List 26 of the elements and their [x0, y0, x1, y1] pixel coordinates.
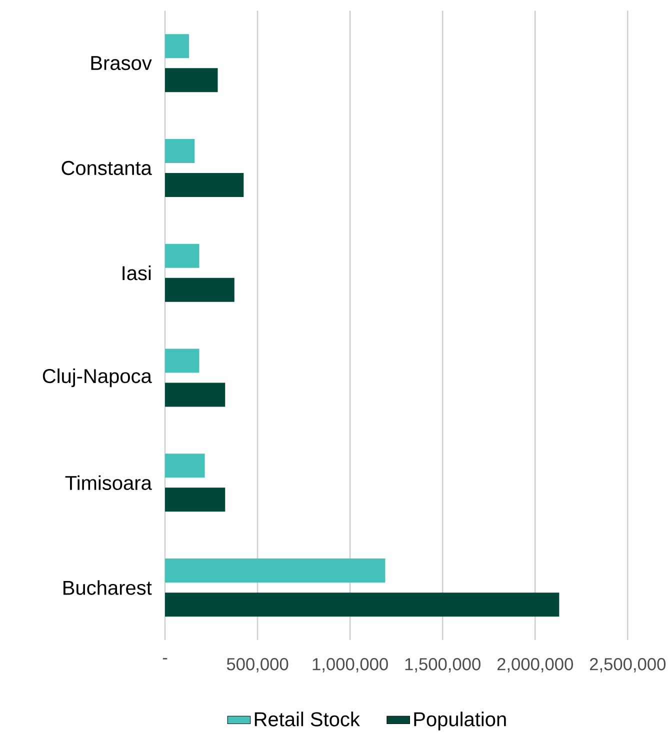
- x-tick-label: 500,000: [227, 658, 288, 672]
- y-tick-label: Cluj-Napoca: [43, 368, 152, 388]
- bar: [165, 592, 560, 617]
- bar: [165, 558, 386, 583]
- y-tick-label: Bucharest: [64, 580, 152, 595]
- bar: [165, 382, 226, 407]
- x-tick-label: 1,500,000: [406, 658, 481, 672]
- x-tick-label: -: [163, 658, 168, 660]
- bar: [165, 454, 205, 478]
- bar: [165, 173, 244, 198]
- bar: [165, 68, 218, 92]
- bar: [165, 488, 226, 512]
- x-tick-label: 1,000,000: [312, 658, 388, 672]
- x-tick-label: 2,500,000: [590, 658, 666, 672]
- x-tick-label: 2,000,000: [498, 658, 574, 672]
- y-tick-label: Brasov: [91, 56, 152, 70]
- legend-label: Population: [414, 712, 506, 730]
- y-tick-label: Timisoara: [65, 475, 152, 490]
- bar: [165, 278, 235, 302]
- bar: [165, 139, 195, 164]
- bar: [165, 244, 200, 268]
- bar: [165, 34, 190, 58]
- y-tick-label: Constanta: [62, 160, 152, 176]
- y-tick-label: Iasi: [122, 266, 151, 280]
- legend-label: Retail Stock: [255, 712, 360, 726]
- bar: [165, 348, 200, 373]
